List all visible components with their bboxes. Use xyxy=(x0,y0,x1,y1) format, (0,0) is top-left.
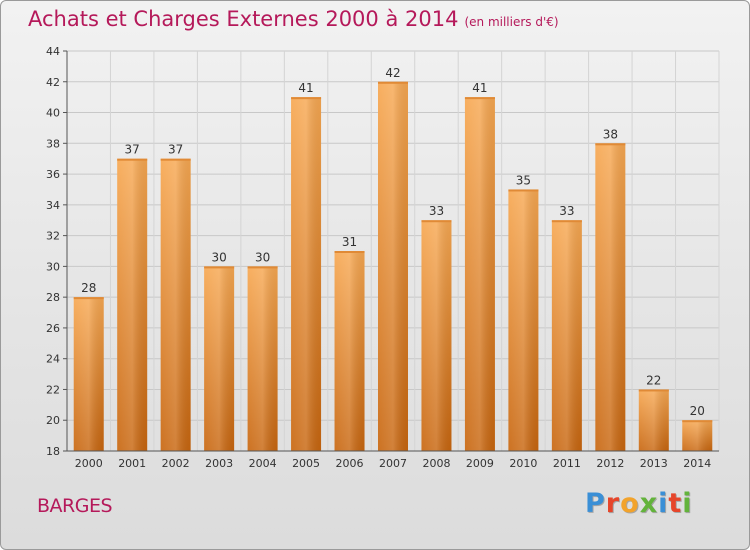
logo-letter: r xyxy=(605,488,621,519)
y-tick-label: 26 xyxy=(46,322,60,335)
proxiti-logo[interactable]: Proxiti xyxy=(585,488,693,519)
bar-top-edge xyxy=(117,158,148,161)
data-label: 35 xyxy=(516,173,531,187)
x-tick-label: 2003 xyxy=(205,457,233,470)
bar-highlight xyxy=(464,97,495,452)
logo-letter: P xyxy=(585,488,606,519)
logo-letter: i xyxy=(658,488,669,519)
bar-highlight xyxy=(638,389,669,451)
logo-letter: o xyxy=(620,488,640,519)
y-tick-label: 42 xyxy=(46,76,60,89)
data-label: 38 xyxy=(603,127,618,141)
logo-letter: i xyxy=(682,488,693,519)
bar-highlight xyxy=(508,189,539,451)
bar-highlight xyxy=(334,251,365,451)
bar-top-edge xyxy=(551,220,582,223)
bar-highlight xyxy=(73,297,104,451)
data-label: 37 xyxy=(168,143,183,157)
bars xyxy=(73,81,713,452)
bar-top-edge xyxy=(421,220,452,223)
data-label: 30 xyxy=(211,250,226,264)
data-label: 37 xyxy=(125,143,140,157)
y-tick-label: 20 xyxy=(46,414,60,427)
x-tick-label: 2004 xyxy=(249,457,277,470)
data-label: 22 xyxy=(646,373,661,387)
bar-highlight xyxy=(682,420,713,451)
data-label: 33 xyxy=(559,204,574,218)
bar-top-edge xyxy=(638,389,669,392)
chart-unit: (en milliers d'€) xyxy=(464,15,559,29)
x-tick-label: 2011 xyxy=(553,457,581,470)
x-tick-label: 2008 xyxy=(422,457,450,470)
data-label: 41 xyxy=(298,81,313,95)
x-tick-label: 2002 xyxy=(162,457,190,470)
x-tick-label: 2006 xyxy=(336,457,364,470)
bar-top-edge xyxy=(247,266,278,269)
bar-top-edge xyxy=(464,97,495,100)
y-tick-label: 32 xyxy=(46,230,60,243)
y-tick-label: 34 xyxy=(46,199,60,212)
labels: 18 20 22 24 26 28 30 32 34 36 38 40 42 44 28 2000 37 2001… xyxy=(46,45,711,470)
bar-highlight xyxy=(291,97,322,452)
y-tick-label: 38 xyxy=(46,137,60,150)
logo-letter: t xyxy=(668,488,683,519)
x-tick-label: 2013 xyxy=(640,457,668,470)
x-tick-label: 2010 xyxy=(509,457,537,470)
chart-title: Achats et Charges Externes 2000 à 2014 (e… xyxy=(28,7,559,31)
y-tick-label: 36 xyxy=(46,168,60,181)
bar-highlight xyxy=(117,158,148,451)
y-tick-label: 18 xyxy=(46,445,60,458)
bar-highlight xyxy=(378,81,408,452)
x-tick-label: 2007 xyxy=(379,457,407,470)
y-tick-label: 30 xyxy=(46,260,60,273)
y-tick-label: 28 xyxy=(46,291,60,304)
y-tick-label: 44 xyxy=(46,45,60,58)
x-tick-label: 2001 xyxy=(118,457,146,470)
data-label: 28 xyxy=(81,281,96,295)
axes xyxy=(63,50,719,452)
data-label: 30 xyxy=(255,250,270,264)
bar-top-edge xyxy=(204,266,235,269)
bar-top-edge xyxy=(334,251,365,253)
x-tick-label: 2012 xyxy=(596,457,624,470)
bar-top-edge xyxy=(160,158,191,161)
bar-highlight xyxy=(421,220,452,451)
logo-letter: x xyxy=(639,488,659,519)
bar-top-edge xyxy=(682,420,713,423)
data-label: 33 xyxy=(429,204,444,218)
commune-name: BARGES xyxy=(37,495,113,517)
bar-highlight xyxy=(551,220,582,451)
bar-top-edge xyxy=(291,97,322,100)
x-tick-label: 2000 xyxy=(75,457,103,470)
data-label: 41 xyxy=(472,81,487,95)
data-label: 31 xyxy=(342,235,357,249)
bar-highlight xyxy=(247,266,278,451)
y-tick-label: 22 xyxy=(46,383,60,396)
bar-top-edge xyxy=(508,189,539,192)
chart-title-text: Achats et Charges Externes 2000 à 2014 xyxy=(28,7,459,31)
y-tick-label: 40 xyxy=(46,107,60,120)
data-label: 20 xyxy=(690,404,705,418)
y-tick-label: 24 xyxy=(46,353,60,366)
data-label: 42 xyxy=(385,66,400,80)
x-tick-label: 2009 xyxy=(466,457,494,470)
bar-highlight xyxy=(595,143,626,452)
bar-highlight xyxy=(204,266,235,451)
bar-top-edge xyxy=(73,297,104,300)
x-tick-label: 2005 xyxy=(292,457,320,470)
bar-top-edge xyxy=(595,143,626,146)
bar-top-edge xyxy=(378,81,408,84)
bar-highlight xyxy=(160,158,191,451)
x-tick-label: 2014 xyxy=(683,457,711,470)
